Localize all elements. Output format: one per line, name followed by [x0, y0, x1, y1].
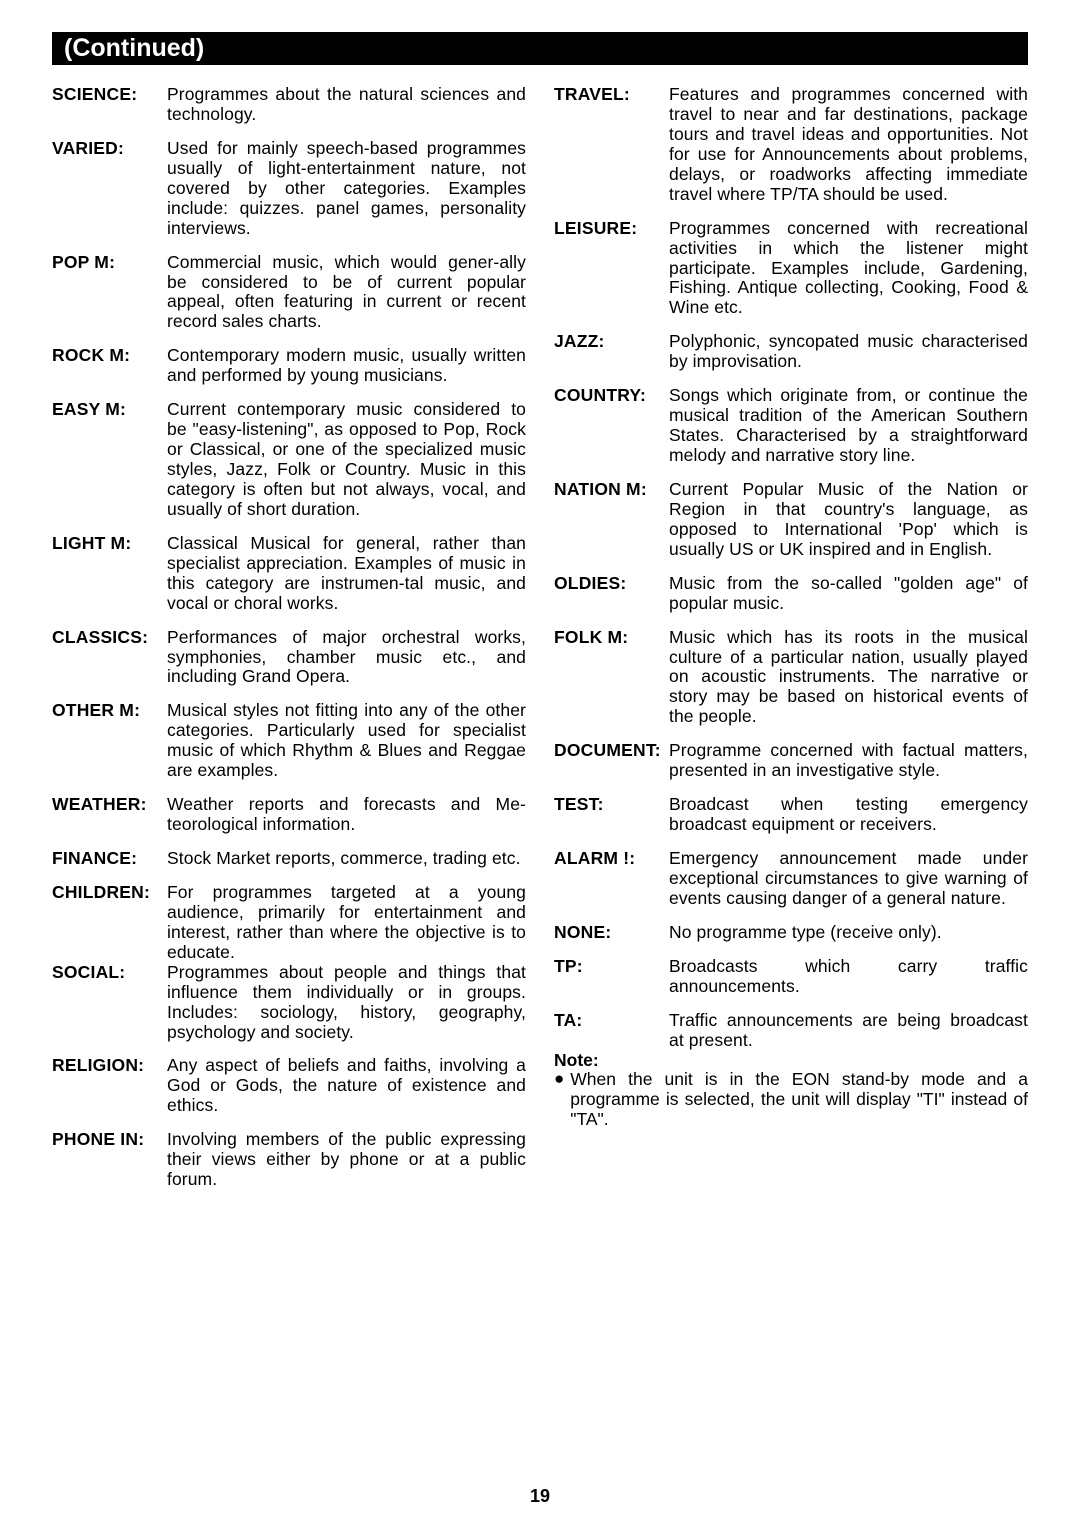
term-label: TRAVEL: — [554, 85, 669, 205]
definition-entry: SCIENCE:Programmes about the natural sci… — [52, 85, 526, 125]
definition-entry: TEST:Broadcast when testing emergency br… — [554, 795, 1028, 835]
term-label: POP M: — [52, 253, 167, 333]
term-description: No programme type (receive only). — [669, 923, 1028, 943]
term-description: Stock Market reports, commerce, trading … — [167, 849, 526, 869]
term-label: NONE: — [554, 923, 669, 943]
term-label: OLDIES: — [554, 574, 669, 614]
term-label: LIGHT M: — [52, 534, 167, 614]
definition-entry: RELIGION:Any aspect of beliefs and faith… — [52, 1056, 526, 1116]
term-label: OTHER M: — [52, 701, 167, 781]
definition-entry: NATION M:Current Popular Music of the Na… — [554, 480, 1028, 560]
header-title: (Continued) — [60, 32, 208, 64]
definition-entry: OLDIES:Music from the so-called "golden … — [554, 574, 1028, 614]
definition-entry: OTHER M:Musical styles not fitting into … — [52, 701, 526, 781]
term-label: CLASSICS: — [52, 628, 167, 688]
note-label: Note: — [554, 1051, 1028, 1071]
definition-entry: CLASSICS:Performances of major orchestra… — [52, 628, 526, 688]
definition-entry: ALARM !:Emergency announcement made unde… — [554, 849, 1028, 909]
term-label: SCIENCE: — [52, 85, 167, 125]
term-label: DOCUMENT: — [554, 741, 669, 781]
term-label: RELIGION: — [52, 1056, 167, 1116]
term-description: Contemporary modern music, usually writt… — [167, 346, 526, 386]
definition-entry: COUNTRY:Songs which originate from, or c… — [554, 386, 1028, 466]
term-label: FOLK M: — [554, 628, 669, 728]
term-label: FINANCE: — [52, 849, 167, 869]
term-label: EASY M: — [52, 400, 167, 520]
left-column: SCIENCE:Programmes about the natural sci… — [52, 85, 526, 1204]
term-label: TP: — [554, 957, 669, 997]
definition-entry: NONE:No programme type (receive only). — [554, 923, 1028, 943]
term-description: Musical styles not fitting into any of t… — [167, 701, 526, 781]
term-description: Polyphonic, syncopated music characteris… — [669, 332, 1028, 372]
term-description: Commercial music, which would gener-ally… — [167, 253, 526, 333]
term-description: Emergency announcement made under except… — [669, 849, 1028, 909]
term-description: Broadcast when testing emergency broadca… — [669, 795, 1028, 835]
term-description: For programmes targeted at a young audie… — [167, 883, 526, 963]
term-description: Broadcasts which carry traffic announcem… — [669, 957, 1028, 997]
definition-entry: CHILDREN:For programmes targeted at a yo… — [52, 883, 526, 963]
term-description: Traffic announcements are being broadcas… — [669, 1011, 1028, 1051]
term-label: COUNTRY: — [554, 386, 669, 466]
definition-entry: TRAVEL:Features and programmes concerned… — [554, 85, 1028, 205]
term-description: Songs which originate from, or continue … — [669, 386, 1028, 466]
definition-entry: EASY M:Current contemporary music consid… — [52, 400, 526, 520]
note-section: Note:●When the unit is in the EON stand-… — [554, 1051, 1028, 1131]
term-label: TA: — [554, 1011, 669, 1051]
term-label: ROCK M: — [52, 346, 167, 386]
definition-entry: FOLK M:Music which has its roots in the … — [554, 628, 1028, 728]
bullet-icon: ● — [554, 1070, 564, 1130]
term-label: LEISURE: — [554, 219, 669, 319]
term-label: WEATHER: — [52, 795, 167, 835]
term-description: Classical Musical for general, rather th… — [167, 534, 526, 614]
definition-entry: SOCIAL:Programmes about people and thing… — [52, 963, 526, 1043]
term-label: JAZZ: — [554, 332, 669, 372]
term-description: Programmes concerned with recreational a… — [669, 219, 1028, 319]
term-description: Programmes about the natural sciences an… — [167, 85, 526, 125]
term-description: Any aspect of beliefs and faiths, involv… — [167, 1056, 526, 1116]
note-text: When the unit is in the EON stand-by mod… — [570, 1070, 1028, 1130]
definition-entry: WEATHER:Weather reports and forecasts an… — [52, 795, 526, 835]
definition-entry: PHONE IN:Involving members of the public… — [52, 1130, 526, 1190]
term-description: Used for mainly speech-based programmes … — [167, 139, 526, 239]
definition-entry: TA:Traffic announcements are being broad… — [554, 1011, 1028, 1051]
term-label: ALARM !: — [554, 849, 669, 909]
page-number: 19 — [0, 1486, 1080, 1507]
columns-container: SCIENCE:Programmes about the natural sci… — [52, 85, 1028, 1204]
term-label: CHILDREN: — [52, 883, 167, 963]
definition-entry: JAZZ:Polyphonic, syncopated music charac… — [554, 332, 1028, 372]
definition-entry: VARIED:Used for mainly speech-based prog… — [52, 139, 526, 239]
note-item: ●When the unit is in the EON stand-by mo… — [554, 1070, 1028, 1130]
definition-entry: LIGHT M:Classical Musical for general, r… — [52, 534, 526, 614]
term-description: Music from the so-called "golden age" of… — [669, 574, 1028, 614]
header-bar: (Continued) — [52, 32, 1028, 65]
term-description: Involving members of the public expressi… — [167, 1130, 526, 1190]
definition-entry: TP:Broadcasts which carry traffic announ… — [554, 957, 1028, 997]
right-column: TRAVEL:Features and programmes concerned… — [554, 85, 1028, 1204]
term-description: Music which has its roots in the musical… — [669, 628, 1028, 728]
term-description: Performances of major orchestral works, … — [167, 628, 526, 688]
definition-entry: FINANCE:Stock Market reports, commerce, … — [52, 849, 526, 869]
term-description: Programme concerned with factual matters… — [669, 741, 1028, 781]
term-description: Programmes about people and things that … — [167, 963, 526, 1043]
term-description: Current Popular Music of the Nation or R… — [669, 480, 1028, 560]
term-label: PHONE IN: — [52, 1130, 167, 1190]
term-label: NATION M: — [554, 480, 669, 560]
term-description: Weather reports and forecasts and Me-teo… — [167, 795, 526, 835]
definition-entry: ROCK M:Contemporary modern music, usuall… — [52, 346, 526, 386]
definition-entry: POP M:Commercial music, which would gene… — [52, 253, 526, 333]
term-label: VARIED: — [52, 139, 167, 239]
definition-entry: LEISURE:Programmes concerned with recrea… — [554, 219, 1028, 319]
definition-entry: DOCUMENT:Programme concerned with factua… — [554, 741, 1028, 781]
term-label: SOCIAL: — [52, 963, 167, 1043]
term-description: Features and programmes concerned with t… — [669, 85, 1028, 205]
term-label: TEST: — [554, 795, 669, 835]
term-description: Current contemporary music considered to… — [167, 400, 526, 520]
